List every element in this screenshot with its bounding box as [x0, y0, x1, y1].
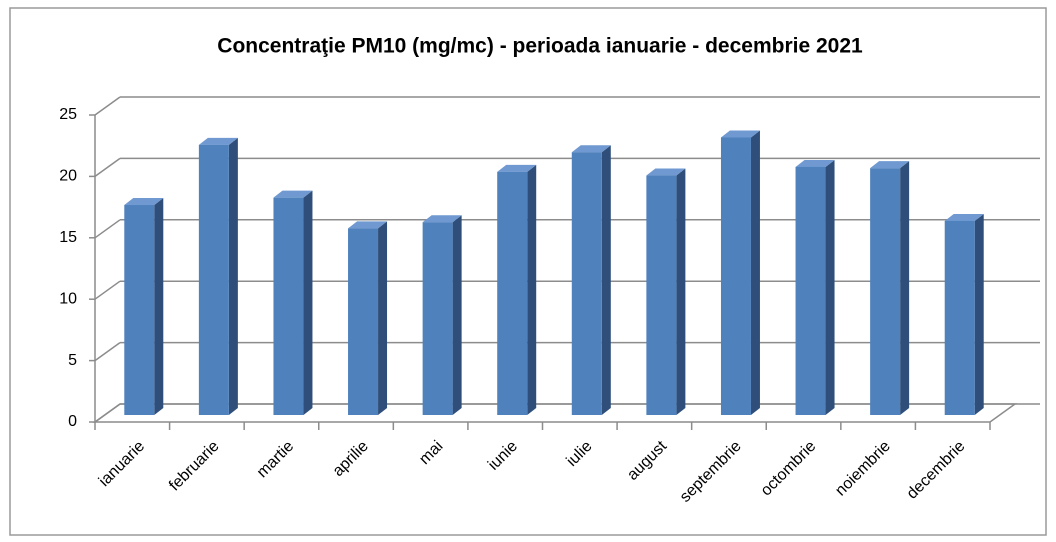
bar — [348, 221, 388, 415]
bar — [870, 161, 910, 415]
bar — [273, 190, 313, 415]
grid-line-side — [94, 341, 121, 362]
bar — [571, 145, 611, 415]
bar — [795, 159, 835, 415]
bar — [646, 168, 686, 415]
bar-top — [348, 221, 388, 229]
x-tick-label: februarie — [166, 438, 223, 495]
bar-side — [452, 215, 462, 415]
bar-top — [795, 159, 835, 167]
bar-front — [571, 152, 602, 415]
y-tick-label: 0 — [68, 413, 77, 430]
grid-line-side — [94, 280, 121, 300]
bar-side — [974, 213, 984, 415]
bar-front — [422, 222, 453, 415]
bar — [944, 213, 984, 415]
x-tick-label: aprilie — [330, 438, 372, 480]
bar-side — [154, 198, 164, 415]
x-tick-label: mai — [416, 438, 446, 468]
bar-front — [720, 137, 751, 416]
bar-top — [944, 213, 984, 221]
bar-front — [124, 205, 155, 415]
bar-side — [825, 159, 835, 415]
bar — [422, 215, 462, 415]
x-tick-label: iunie — [485, 438, 521, 474]
bar-side — [900, 161, 910, 415]
y-tick-label: 15 — [59, 229, 77, 246]
bar-front — [795, 166, 826, 415]
bar-top — [571, 145, 611, 153]
chart-frame — [9, 7, 1047, 536]
chart-title: Concentraţie PM10 (mg/mc) - perioada ian… — [217, 35, 863, 58]
x-tick-label: octombrie — [758, 438, 820, 500]
x-tick-label: septembrie — [677, 438, 745, 506]
bar-side — [527, 164, 537, 415]
bar-front — [870, 168, 901, 415]
bar — [497, 164, 537, 415]
x-tick-label: martie — [254, 438, 298, 482]
y-tick-label: 25 — [59, 106, 77, 123]
bar-side — [378, 221, 388, 415]
bar-side — [676, 168, 686, 415]
bar-top — [497, 164, 537, 172]
y-tick-label: 20 — [59, 168, 77, 185]
x-tick-label: decembrie — [904, 438, 969, 503]
grid-line-side — [94, 157, 121, 178]
bar-front — [497, 171, 528, 415]
bar-top — [870, 161, 910, 169]
bar — [124, 198, 164, 415]
x-tick-label: iulie — [563, 438, 595, 470]
bar-top — [198, 137, 238, 145]
bar-front — [646, 175, 677, 415]
bar-top — [124, 198, 164, 206]
bar-side — [750, 130, 760, 416]
bar-top — [273, 190, 313, 198]
bar-front — [944, 220, 975, 415]
y-tick-label: 5 — [68, 352, 77, 369]
x-tick-label: ianuarie — [96, 438, 148, 490]
bar-side — [228, 137, 238, 415]
y-tick-label: 10 — [59, 290, 77, 307]
bar-top — [720, 130, 760, 138]
bar-top — [422, 215, 462, 223]
bar — [720, 130, 760, 416]
bar-top — [646, 168, 686, 176]
grid-line-side — [94, 219, 121, 239]
grid-line-side — [94, 96, 121, 116]
x-tick-label: noiembrie — [832, 438, 894, 500]
bar-front — [273, 197, 304, 415]
bar-front — [348, 228, 379, 415]
bar-side — [303, 190, 313, 415]
bar-front — [198, 144, 229, 415]
bar-side — [601, 145, 611, 415]
x-tick-label: august — [624, 437, 670, 483]
bar — [198, 137, 238, 415]
grid-line-side — [94, 403, 121, 423]
